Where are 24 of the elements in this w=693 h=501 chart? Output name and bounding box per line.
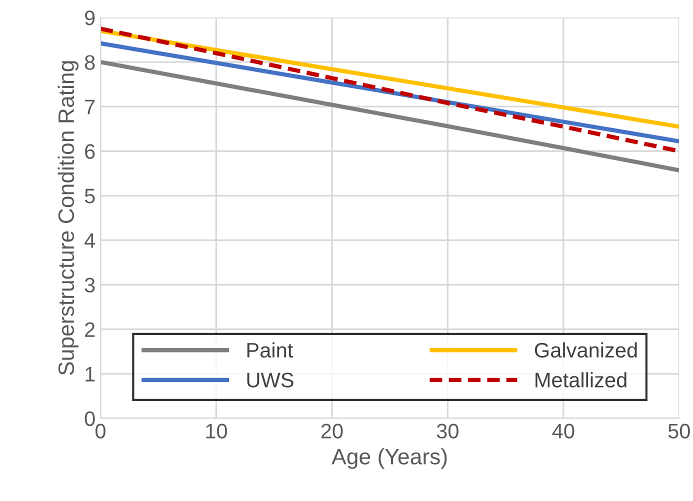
x-tick-label: 0 bbox=[96, 424, 106, 438]
y-tick-label: 1 bbox=[86, 367, 95, 382]
y-tick-label: 8 bbox=[84, 55, 95, 70]
y-axis-title: Superstructure Condition Rating bbox=[58, 61, 78, 376]
y-tick-label: 4 bbox=[84, 233, 96, 248]
line-series bbox=[100, 28, 680, 129]
x-tick-label: 20 bbox=[321, 424, 343, 438]
legend-label: UWS bbox=[247, 372, 294, 388]
y-tick-label: 3 bbox=[84, 278, 95, 292]
x-tick-label: 50 bbox=[668, 424, 690, 438]
y-tick-label: 9 bbox=[85, 10, 95, 26]
y-tick-label: 0 bbox=[84, 411, 95, 426]
y-tick-label: 5 bbox=[84, 188, 95, 204]
x-tick-label: 40 bbox=[552, 424, 574, 438]
legend-label: Galvanized bbox=[534, 342, 637, 358]
y-tick-label: 6 bbox=[85, 144, 95, 159]
y-tick-label: 2 bbox=[85, 322, 95, 337]
x-tick-label: 30 bbox=[436, 424, 458, 438]
x-tick-label: 10 bbox=[206, 424, 227, 438]
legend-label: Metallized bbox=[536, 372, 626, 388]
legend-label: Paint bbox=[247, 342, 294, 358]
y-tick-label: 7 bbox=[85, 100, 95, 114]
x-axis-title: Age (Years) bbox=[332, 448, 447, 469]
line-series bbox=[100, 60, 680, 172]
